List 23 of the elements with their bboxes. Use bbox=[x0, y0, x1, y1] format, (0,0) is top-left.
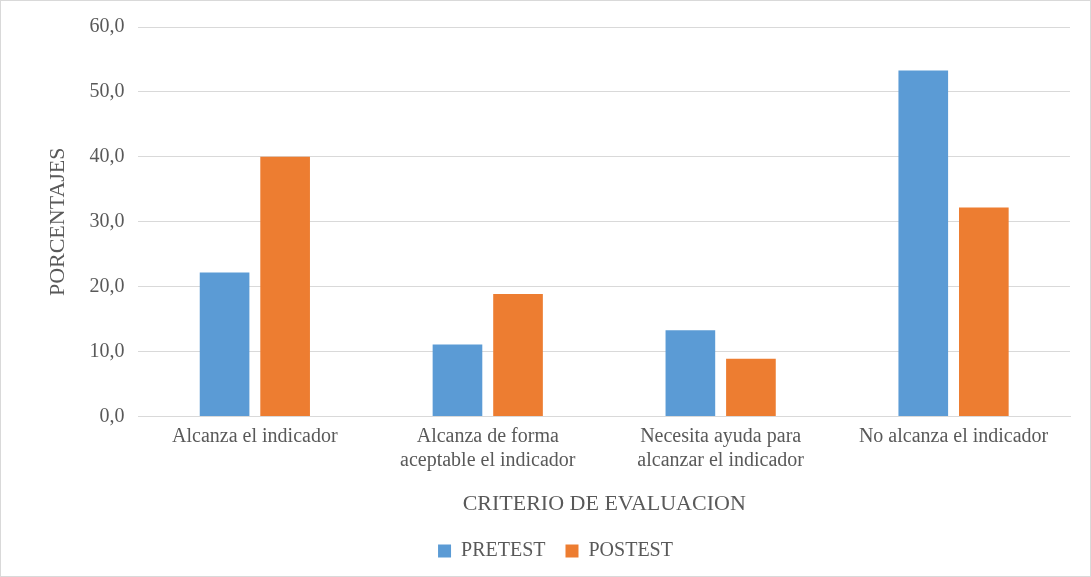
y-tick-label: 20,0 bbox=[89, 273, 125, 296]
bar bbox=[726, 358, 776, 417]
bar bbox=[959, 207, 1009, 417]
x-tick-label: Alcanza el indicador bbox=[172, 423, 338, 446]
y-tick-label: 0,0 bbox=[99, 403, 125, 426]
y-axis-title: PORCENTAJES bbox=[43, 147, 69, 297]
bar bbox=[260, 156, 310, 417]
bar bbox=[199, 272, 250, 417]
legend-label: POSTEST bbox=[588, 538, 673, 561]
legend-label: PRETEST bbox=[461, 538, 546, 561]
x-tick-label: No alcanza el indicador bbox=[858, 423, 1049, 446]
y-tick-label: 30,0 bbox=[89, 209, 125, 232]
y-tick-label: 60,0 bbox=[89, 14, 125, 37]
x-tick-label: Alcanza de forma aceptable el indicador bbox=[400, 423, 576, 471]
y-tick-label: 40,0 bbox=[89, 144, 125, 167]
bar bbox=[432, 344, 483, 417]
bar bbox=[665, 330, 716, 417]
x-axis-title: CRITERIO DE EVALUACION bbox=[462, 489, 746, 515]
x-tick-label: Necesita ayuda para alcanzar el indicador bbox=[637, 423, 805, 470]
y-tick-label: 50,0 bbox=[89, 79, 125, 102]
bar bbox=[493, 293, 543, 417]
y-tick-label: 10,0 bbox=[89, 338, 125, 361]
bar bbox=[898, 70, 949, 417]
